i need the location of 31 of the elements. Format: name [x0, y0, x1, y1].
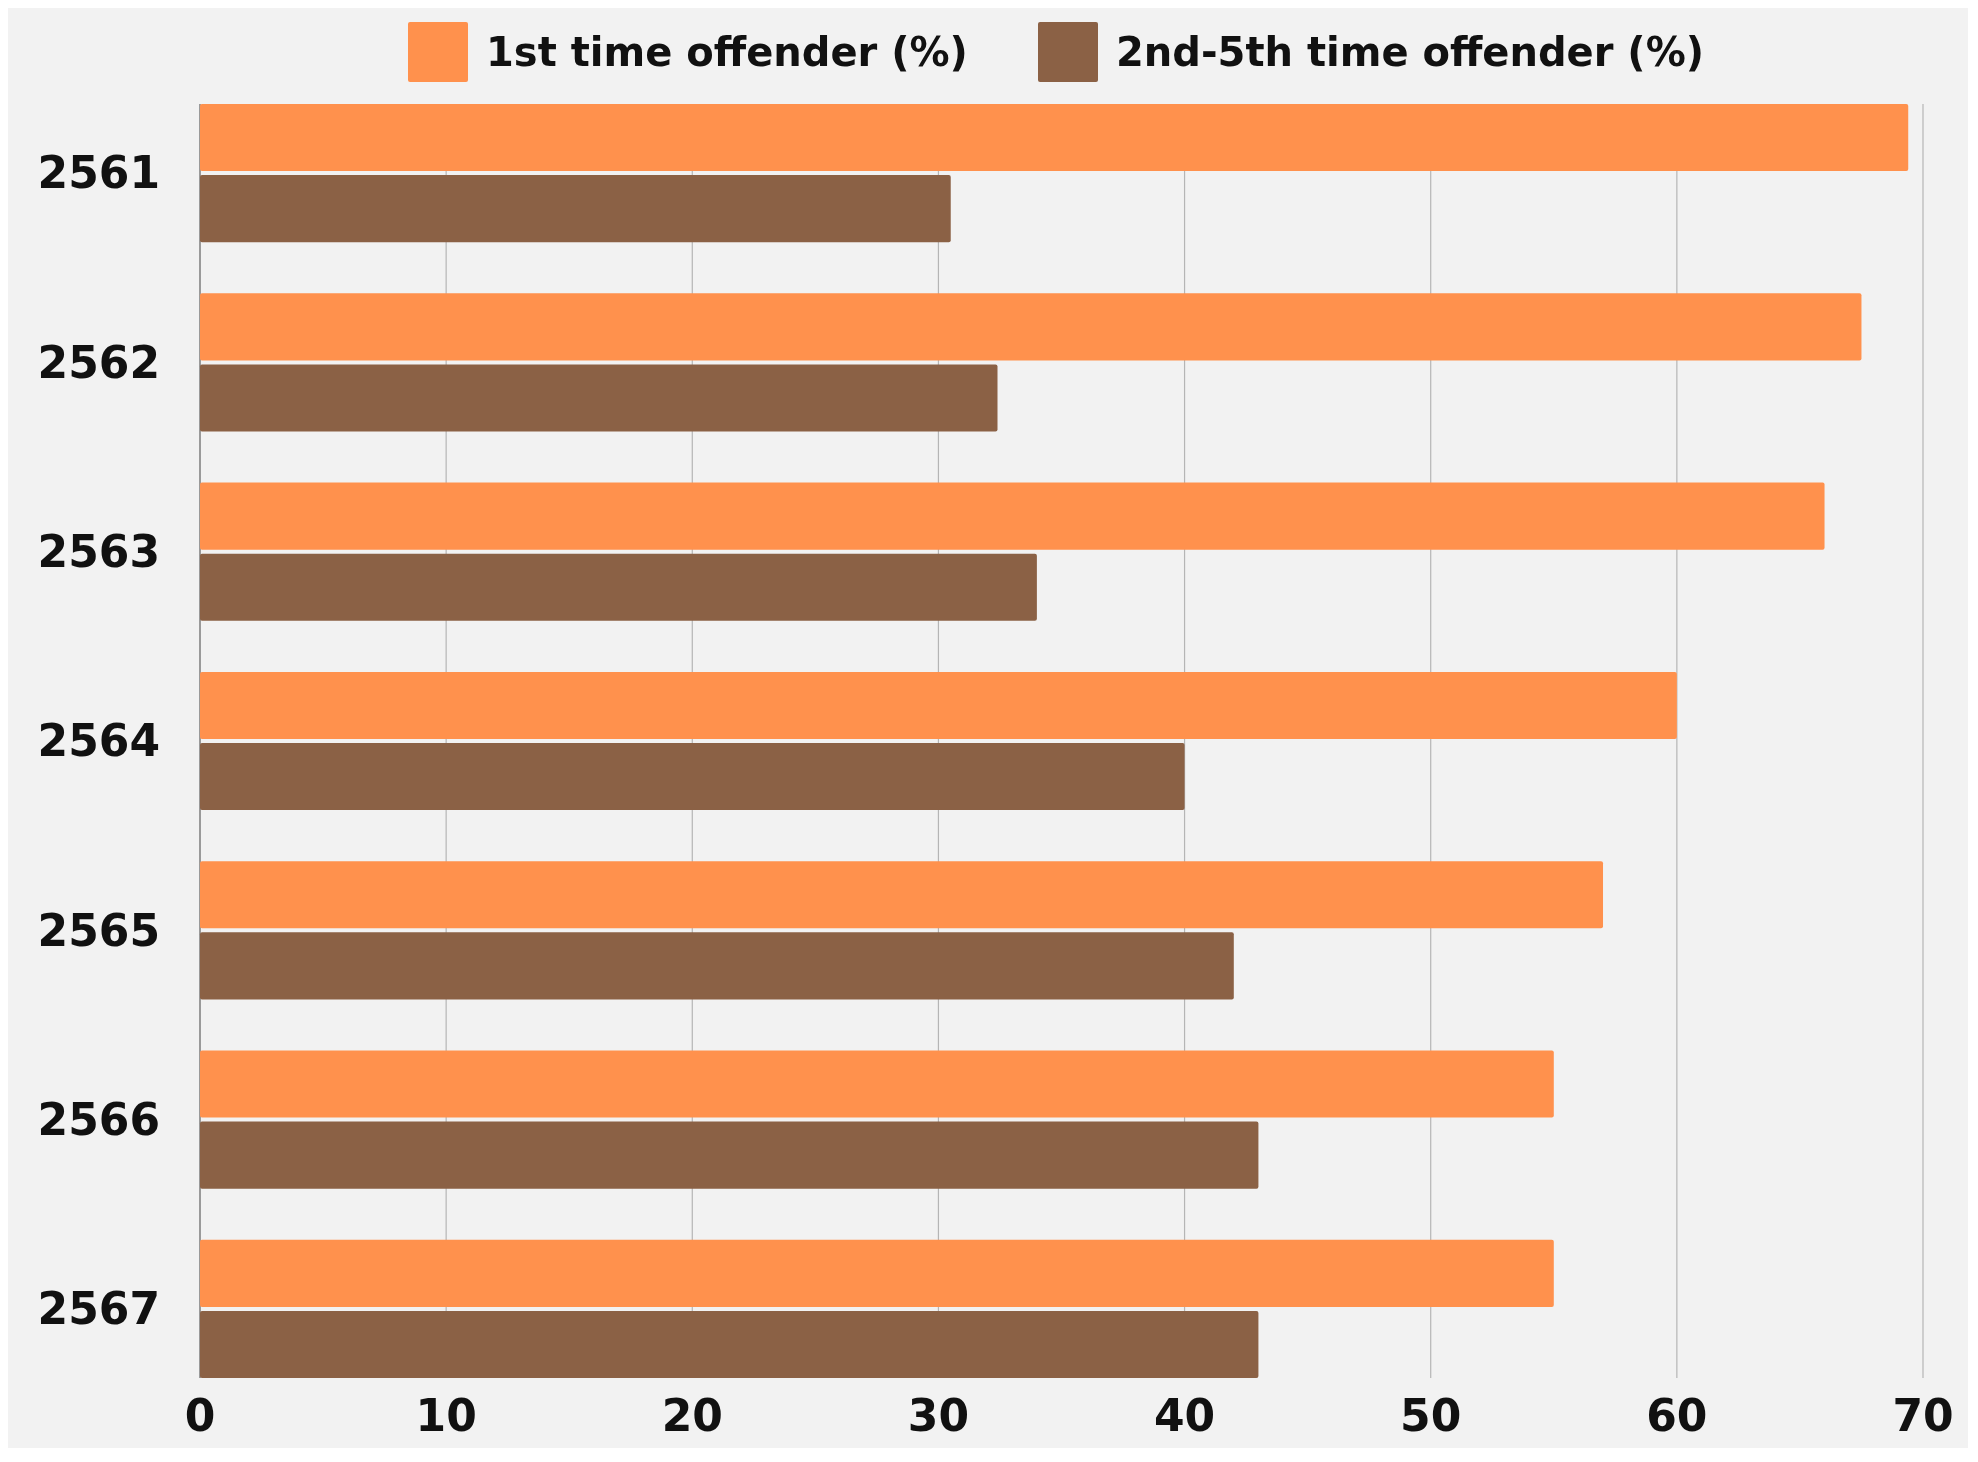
- y-tick-label: 2561: [37, 147, 160, 199]
- bar: [200, 175, 951, 243]
- legend-label: 1st time offender (%): [486, 29, 968, 75]
- bar: [200, 1310, 1259, 1378]
- y-tick-label: 2567: [37, 1283, 160, 1335]
- y-tick-label: 2565: [37, 904, 160, 956]
- x-tick-label: 40: [1153, 1390, 1216, 1442]
- legend-label: 2nd-5th time offender (%): [1116, 29, 1705, 75]
- bar: [200, 1239, 1554, 1307]
- bar: [200, 743, 1185, 811]
- bar: [200, 553, 1037, 621]
- bar: [200, 364, 998, 432]
- y-tick-label: 2566: [37, 1094, 160, 1145]
- bar: [200, 1121, 1259, 1189]
- bar: [200, 482, 1825, 550]
- bar: [200, 861, 1604, 929]
- bar: [200, 1050, 1554, 1118]
- x-tick-label: 50: [1400, 1390, 1462, 1442]
- bar: [200, 104, 1909, 172]
- x-tick-label: 30: [907, 1390, 970, 1442]
- x-tick-label: 70: [1892, 1390, 1954, 1442]
- y-tick-label: 2562: [37, 336, 160, 388]
- x-tick-label: 20: [661, 1390, 723, 1442]
- y-tick-label: 2563: [37, 526, 160, 578]
- x-tick-label: 60: [1646, 1390, 1708, 1442]
- bar: [200, 671, 1677, 739]
- bar: [200, 932, 1234, 1000]
- bar: [200, 293, 1862, 361]
- x-tick-label: 0: [184, 1390, 216, 1442]
- x-tick-label: 10: [415, 1390, 477, 1442]
- y-tick-label: 2564: [37, 715, 160, 767]
